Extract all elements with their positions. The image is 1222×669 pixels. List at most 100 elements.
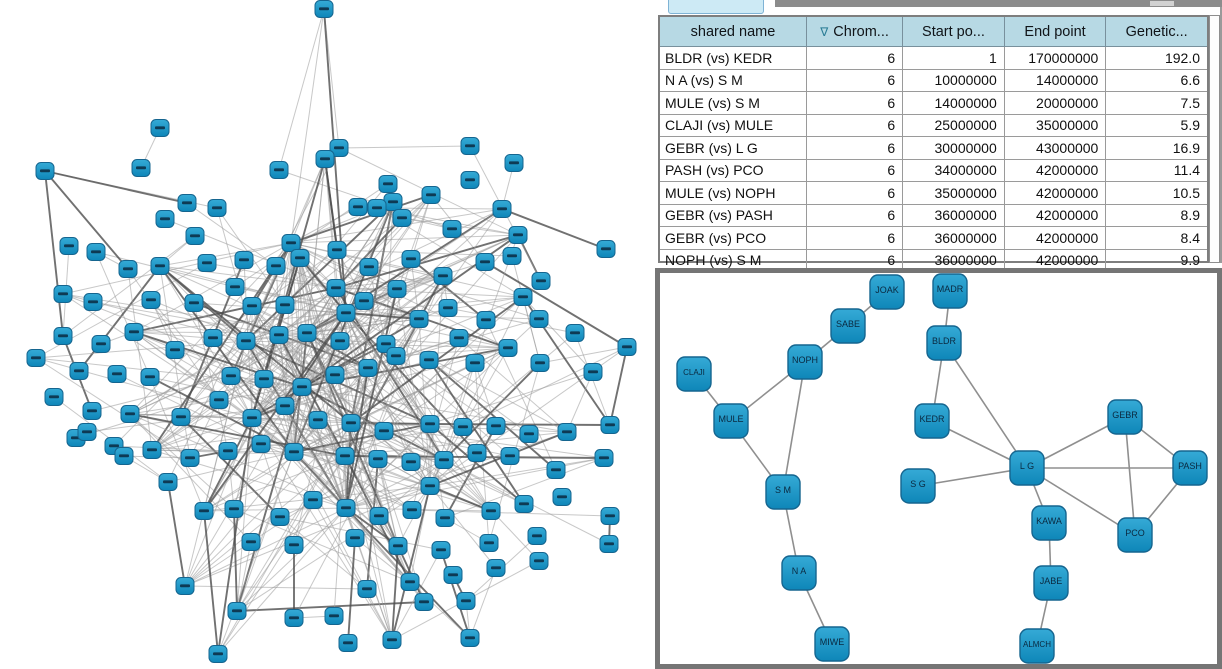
network-node[interactable] bbox=[314, 0, 334, 18]
network-node-n-a[interactable]: N A bbox=[781, 555, 817, 591]
network-node[interactable] bbox=[388, 537, 408, 555]
network-node[interactable] bbox=[402, 501, 422, 519]
network-node[interactable] bbox=[530, 354, 550, 372]
column-header-end-point[interactable]: End point bbox=[1003, 17, 1106, 47]
network-node[interactable] bbox=[53, 285, 73, 303]
network-node[interactable] bbox=[479, 534, 499, 552]
network-node[interactable] bbox=[326, 279, 346, 297]
network-node[interactable] bbox=[150, 257, 170, 275]
network-node[interactable] bbox=[565, 324, 585, 342]
network-node[interactable] bbox=[557, 423, 577, 441]
cell-value[interactable]: 11.4 bbox=[1105, 159, 1207, 182]
network-node[interactable] bbox=[26, 349, 46, 367]
network-node[interactable] bbox=[583, 363, 603, 381]
network-node[interactable] bbox=[420, 477, 440, 495]
network-node[interactable] bbox=[225, 278, 245, 296]
network-node[interactable] bbox=[185, 227, 205, 245]
network-node[interactable] bbox=[401, 453, 421, 471]
network-node[interactable] bbox=[107, 365, 127, 383]
cell-value[interactable]: 36000000 bbox=[902, 249, 1005, 272]
network-node[interactable] bbox=[242, 297, 262, 315]
cell-value[interactable]: 6 bbox=[805, 226, 903, 250]
network-node[interactable] bbox=[150, 119, 170, 137]
network-node-bldr[interactable]: BLDR bbox=[926, 325, 962, 361]
network-node[interactable] bbox=[120, 405, 140, 423]
network-node[interactable] bbox=[59, 237, 79, 255]
network-node[interactable] bbox=[434, 451, 454, 469]
network-node[interactable] bbox=[519, 425, 539, 443]
network-node[interactable] bbox=[242, 409, 262, 427]
network-node[interactable] bbox=[600, 416, 620, 434]
network-node[interactable] bbox=[552, 488, 572, 506]
column-header-chrom-[interactable]: ∇ Chrom... bbox=[805, 17, 903, 47]
cell-value[interactable]: 30000000 bbox=[902, 136, 1005, 160]
cell-value[interactable]: 6 bbox=[805, 159, 903, 182]
network-node[interactable] bbox=[177, 194, 197, 212]
network-node[interactable] bbox=[453, 418, 473, 436]
network-node[interactable] bbox=[69, 362, 89, 380]
cell-value[interactable]: 6.6 bbox=[1105, 69, 1207, 92]
network-node[interactable] bbox=[35, 162, 55, 180]
cell-shared-name[interactable]: PASH (vs) PCO bbox=[660, 159, 807, 182]
network-node[interactable] bbox=[359, 258, 379, 276]
network-node[interactable] bbox=[378, 175, 398, 193]
network-node-madr[interactable]: MADR bbox=[932, 273, 968, 309]
network-node[interactable] bbox=[77, 423, 97, 441]
network-node[interactable] bbox=[227, 602, 247, 620]
cell-value[interactable]: 36000000 bbox=[902, 226, 1005, 250]
table-row[interactable]: GEBR (vs) PCO 6 36000000 42000000 8.4 bbox=[660, 226, 1207, 250]
network-node[interactable] bbox=[357, 580, 377, 598]
table-row[interactable]: GEBR (vs) L G 6 30000000 43000000 16.9 bbox=[660, 136, 1207, 160]
network-node[interactable] bbox=[456, 592, 476, 610]
network-node-pash[interactable]: PASH bbox=[1172, 450, 1208, 486]
network-node[interactable] bbox=[387, 280, 407, 298]
network-node[interactable] bbox=[596, 240, 616, 258]
network-node[interactable] bbox=[83, 293, 103, 311]
network-node[interactable] bbox=[449, 329, 469, 347]
network-node[interactable] bbox=[431, 541, 451, 559]
cell-value[interactable]: 16.9 bbox=[1105, 136, 1207, 160]
column-header-shared-name[interactable]: shared name bbox=[660, 17, 807, 47]
network-node[interactable] bbox=[270, 508, 290, 526]
panel-tab[interactable] bbox=[668, 0, 764, 14]
network-node[interactable] bbox=[114, 447, 134, 465]
network-node[interactable] bbox=[341, 414, 361, 432]
network-node[interactable] bbox=[368, 450, 388, 468]
network-node[interactable] bbox=[330, 332, 350, 350]
cell-value[interactable]: 25000000 bbox=[902, 114, 1005, 137]
network-node[interactable] bbox=[308, 411, 328, 429]
network-node[interactable] bbox=[221, 367, 241, 385]
network-node[interactable] bbox=[475, 253, 495, 271]
network-node[interactable] bbox=[392, 209, 412, 227]
network-node[interactable] bbox=[513, 288, 533, 306]
network-node[interactable] bbox=[275, 397, 295, 415]
table-row[interactable]: N A (vs) S M 6 10000000 14000000 6.6 bbox=[660, 69, 1207, 92]
cell-shared-name[interactable]: N A (vs) S M bbox=[660, 69, 807, 92]
cell-value[interactable]: 6 bbox=[805, 46, 903, 70]
cell-value[interactable]: 8.4 bbox=[1105, 226, 1207, 250]
network-node[interactable] bbox=[382, 631, 402, 649]
network-node[interactable] bbox=[401, 250, 421, 268]
network-node[interactable] bbox=[234, 251, 254, 269]
network-node-miwe[interactable]: MIWE bbox=[814, 626, 850, 662]
network-node-noph[interactable]: NOPH bbox=[787, 344, 823, 380]
cell-value[interactable]: 5.9 bbox=[1105, 114, 1207, 137]
network-node[interactable] bbox=[236, 332, 256, 350]
cell-value[interactable]: 35000000 bbox=[902, 181, 1005, 205]
cell-value[interactable]: 6 bbox=[805, 181, 903, 205]
cell-value[interactable]: 1 bbox=[902, 46, 1005, 70]
network-node-kawa[interactable]: KAWA bbox=[1031, 505, 1067, 541]
network-node[interactable] bbox=[617, 338, 637, 356]
network-node[interactable] bbox=[527, 527, 547, 545]
network-node[interactable] bbox=[251, 435, 271, 453]
network-node[interactable] bbox=[500, 447, 520, 465]
network-node[interactable] bbox=[284, 536, 304, 554]
network-node[interactable] bbox=[465, 354, 485, 372]
network-node[interactable] bbox=[442, 220, 462, 238]
overview-network-panel[interactable] bbox=[0, 0, 648, 669]
network-node-jabe[interactable]: JABE bbox=[1033, 565, 1069, 601]
network-node[interactable] bbox=[171, 408, 191, 426]
network-node[interactable] bbox=[335, 447, 355, 465]
network-node[interactable] bbox=[284, 609, 304, 627]
cell-value[interactable]: 14000000 bbox=[1003, 69, 1106, 92]
